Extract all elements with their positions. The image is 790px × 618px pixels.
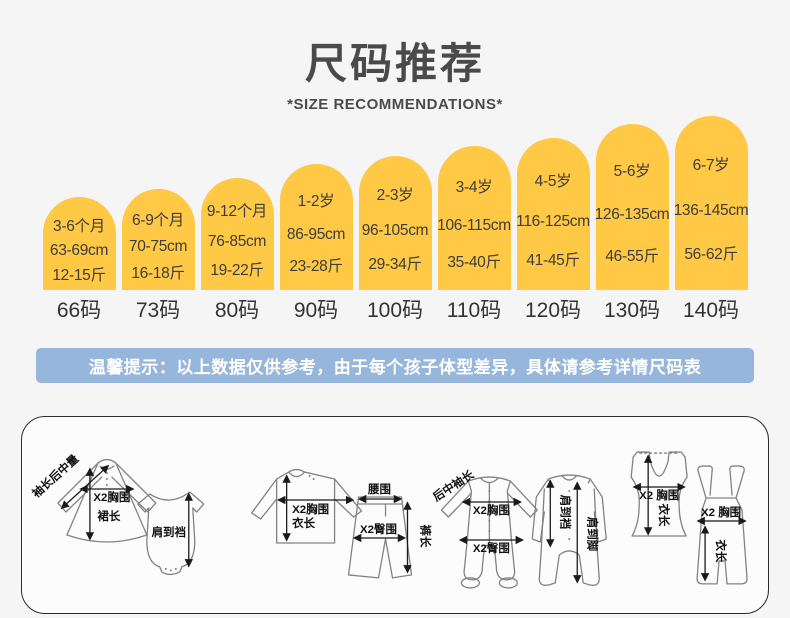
size-arch: 1-2岁 86-95cm 23-28斤 [279, 164, 353, 290]
weight-range: 41-45斤 [526, 251, 580, 269]
header: 尺码推荐 *SIZE RECOMMENDATIONS* [0, 0, 790, 114]
weight-range: 56-62斤 [684, 246, 738, 264]
size-code: 80码 [214, 299, 260, 322]
pants-hip-label: X2臀围 [360, 523, 397, 536]
pants-waist-label: 腰围 [367, 483, 391, 496]
age-range: 3-6个月 [53, 217, 105, 235]
jumpsuit-shoulder-foot-label: 肩到脚 [585, 517, 599, 551]
page-title: 尺码推荐 [304, 40, 485, 87]
pants-diagram: 腰围 X2臀围 裤长 [347, 483, 432, 579]
size-arch: 4-5岁 116-125cm 41-45斤 [516, 138, 590, 290]
shirt-diagram: X2胸围 衣长 [251, 468, 363, 544]
shirt-length-label: 衣长 [292, 516, 315, 530]
age-range: 1-2岁 [297, 192, 335, 210]
age-range: 3-4岁 [455, 179, 493, 197]
age-range: 6-7岁 [692, 156, 730, 174]
size-code: 110码 [446, 299, 502, 322]
height-range: 96-105cm [361, 221, 429, 239]
jumpsuit-diagram: 肩到裆 肩到脚 [531, 474, 607, 586]
shirt-chest-label: X2胸围 [292, 502, 329, 516]
weight-range: 29-34斤 [368, 256, 422, 274]
size-columns-row: 3-6个月 63-69cm 12-15斤 66码 6-9个月 70-75cm 1… [0, 116, 790, 324]
size-code: 120码 [524, 299, 582, 322]
size-arch: 5-6岁 126-135cm 46-55斤 [594, 124, 670, 290]
height-range: 63-69cm [49, 242, 109, 259]
age-range: 9-12个月 [206, 203, 268, 221]
height-range: 126-135cm [594, 205, 670, 223]
size-column: 2-3岁 96-105cm 29-34斤 100码 [358, 156, 432, 324]
weight-range: 23-28斤 [289, 258, 343, 276]
height-range: 116-125cm [516, 212, 590, 230]
size-code: 130码 [603, 299, 661, 322]
weight-range: 46-55斤 [605, 248, 659, 266]
dress-diagram: 袖长后中量 X2胸围 裙长 [29, 451, 157, 543]
notice-banner: 温馨提示：以上数据仅供参考，由于每个孩子体型差异，具体请参考详情尺码表 [36, 348, 754, 383]
bodysuit-shoulder-crotch-label: 肩到裆 [152, 525, 187, 539]
notice-text: 温馨提示：以上数据仅供参考，由于每个孩子体型差异，具体请参考详情尺码表 [88, 358, 702, 377]
dress-chest-label: X2胸围 [93, 490, 130, 504]
overalls-length-label: 衣长 [714, 539, 728, 562]
romper-diagram: 后中袖长 X2胸围 X2臀围 [430, 467, 538, 589]
measurement-diagram: 袖长后中量 X2胸围 裙长 肩到裆 X2胸围 [29, 451, 748, 589]
pants-length-label: 裤长 [418, 524, 432, 548]
size-column: 9-12个月 76-85cm 19-22斤 80码 [200, 178, 274, 324]
height-range: 76-85cm [207, 232, 267, 250]
size-code: 73码 [135, 299, 181, 322]
size-column: 1-2岁 86-95cm 23-28斤 90码 [279, 164, 353, 324]
overalls-diagram: X2 胸围 衣长 [696, 465, 748, 585]
romper-hip-label: X2臀围 [473, 542, 510, 555]
vest-chest-label: X2 胸围 [639, 488, 679, 502]
age-range: 6-9个月 [132, 211, 184, 229]
dress-sleeve-label: 袖长后中量 [29, 451, 81, 500]
size-arch: 2-3岁 96-105cm 29-34斤 [358, 156, 432, 290]
size-arch: 6-9个月 70-75cm 16-18斤 [121, 189, 195, 290]
jumpsuit-shoulder-crotch-label: 肩到裆 [558, 495, 572, 530]
vest-length-label: 衣长 [657, 504, 671, 527]
weight-range: 19-22斤 [210, 261, 264, 279]
vest-diagram: X2 胸围 衣长 [630, 451, 688, 537]
weight-range: 16-18斤 [131, 264, 185, 282]
size-code: 66码 [56, 299, 102, 322]
size-column: 6-9个月 70-75cm 16-18斤 73码 [121, 189, 195, 324]
age-range: 2-3岁 [376, 186, 414, 204]
measurement-diagram-card: 袖长后中量 X2胸围 裙长 肩到裆 X2胸围 [21, 416, 769, 614]
romper-chest-label: X2胸围 [473, 503, 510, 517]
size-column: 3-6个月 63-69cm 12-15斤 66码 [42, 197, 116, 324]
height-range: 86-95cm [286, 225, 346, 243]
height-range: 136-145cm [673, 201, 749, 219]
size-arch: 9-12个月 76-85cm 19-22斤 [200, 178, 274, 290]
height-range: 70-75cm [128, 238, 188, 255]
size-column: 5-6岁 126-135cm 46-55斤 130码 [594, 124, 670, 324]
size-column: 6-7岁 136-145cm 56-62斤 140码 [673, 116, 749, 324]
size-arch: 6-7岁 136-145cm 56-62斤 [673, 116, 749, 290]
size-column: 3-4岁 106-115cm 35-40斤 110码 [437, 146, 511, 324]
weight-range: 12-15斤 [52, 266, 106, 284]
dress-length-label: 裙长 [97, 509, 120, 523]
overalls-chest-label: X2 胸围 [701, 505, 741, 519]
age-range: 5-6岁 [613, 162, 651, 180]
size-code: 90码 [293, 299, 339, 322]
size-arch: 3-6个月 63-69cm 12-15斤 [42, 197, 116, 290]
size-arch: 3-4岁 106-115cm 35-40斤 [437, 146, 511, 290]
height-range: 106-115cm [437, 216, 511, 234]
page-subtitle: *SIZE RECOMMENDATIONS* [287, 96, 503, 113]
age-range: 4-5岁 [534, 173, 572, 191]
weight-range: 35-40斤 [447, 253, 501, 271]
size-column: 4-5岁 116-125cm 41-45斤 120码 [516, 138, 590, 324]
size-code: 140码 [682, 299, 740, 322]
bodysuit-diagram: 肩到裆 [137, 491, 205, 576]
size-code: 100码 [366, 299, 424, 322]
